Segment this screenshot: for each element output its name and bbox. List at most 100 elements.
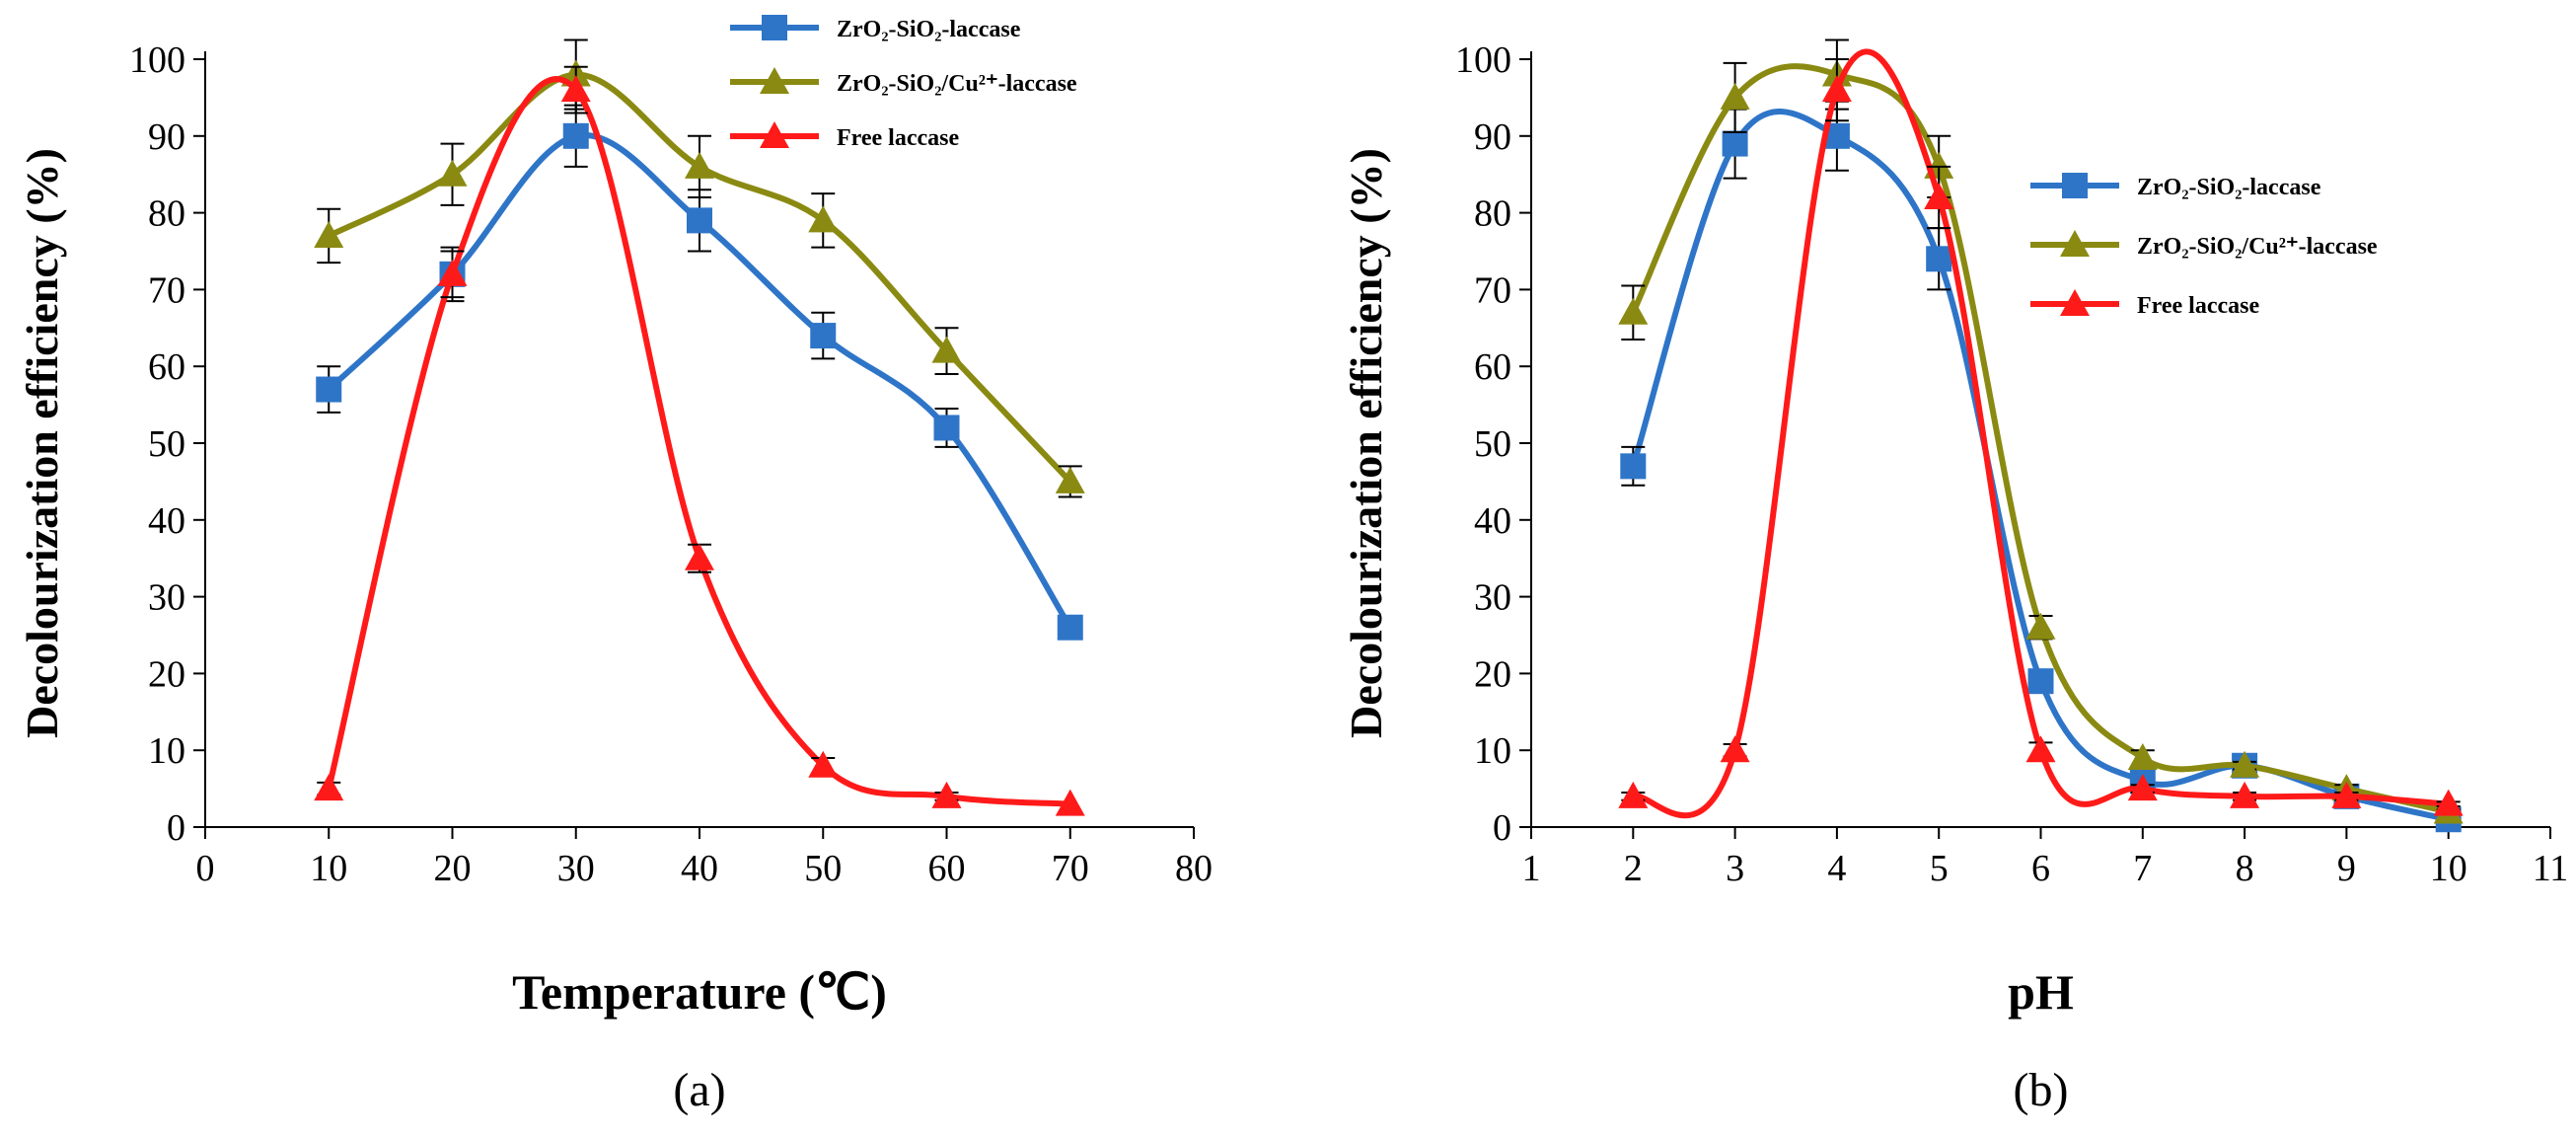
series-line (1630, 48, 2452, 819)
y-tick-label: 60 (1474, 346, 1511, 388)
data-point (931, 781, 962, 808)
x-tick-label: 8 (2236, 848, 2254, 889)
y-tick-label: 20 (148, 653, 185, 695)
x-tick-label: 1 (1522, 848, 1541, 889)
legend-marker (762, 15, 787, 40)
x-tick-label: 2 (1624, 848, 1643, 889)
legend-marker (760, 67, 789, 94)
legend-marker (2060, 230, 2090, 257)
data-point (2230, 750, 2260, 778)
data-point (2027, 668, 2054, 695)
data-point (560, 75, 591, 103)
x-tick-label: 4 (1827, 848, 1846, 889)
y-tick-label: 10 (148, 730, 185, 772)
x-tick-label: 0 (196, 848, 215, 889)
y-tick-label: 90 (1474, 116, 1511, 158)
y-tick-label: 40 (148, 500, 185, 542)
y-axis-label: Decolourization efficiency (%) (1341, 148, 1391, 738)
data-point (1618, 297, 1649, 325)
data-point (685, 543, 714, 570)
data-point (2127, 742, 2158, 770)
data-point (808, 750, 839, 778)
data-point (1618, 781, 1649, 808)
data-point (2433, 789, 2464, 816)
data-point (2025, 735, 2056, 763)
chart-panel-a: 0 10 20 30 40 50 60 70 80 90 100 0 10 20 30 40 50 60 70 80 D… (17, 15, 1213, 1116)
y-tick-label: 100 (129, 39, 185, 81)
legend-label: Free laccase (837, 125, 959, 151)
y-tick-label: 70 (148, 269, 185, 311)
panel-label: (a) (673, 1064, 725, 1116)
x-tick-label: 50 (804, 848, 842, 889)
x-axis-label: Temperature (℃) (512, 964, 887, 1020)
y-axis-label: Decolourization efficiency (%) (17, 148, 67, 738)
y-tick-label: 80 (1474, 193, 1511, 235)
data-point (685, 151, 714, 179)
data-point (437, 259, 468, 286)
data-point (808, 205, 839, 233)
data-point (1821, 75, 1852, 103)
series-0 (316, 104, 1083, 641)
data-point (314, 774, 344, 801)
data-point (1057, 614, 1083, 641)
data-point (316, 376, 342, 403)
x-tick-label: 10 (310, 848, 347, 889)
x-tick-label: 30 (557, 848, 595, 889)
y-tick-label: 0 (167, 807, 185, 849)
legend: ZrO₂-SiO₂-laccase ZrO₂-SiO₂/Cu²⁺-laccase F… (2030, 173, 2378, 319)
data-point (1055, 789, 1085, 816)
x-tick-label: 5 (1930, 848, 1949, 889)
data-point (562, 122, 589, 149)
data-point (314, 220, 344, 248)
legend-label: ZrO₂-SiO₂-laccase (837, 17, 1021, 42)
data-point (931, 336, 962, 363)
x-tick-label: 60 (928, 848, 966, 889)
x-axis-label: pH (2008, 964, 2074, 1020)
y-tick-label: 30 (148, 577, 185, 619)
panel-label: (b) (2014, 1064, 2069, 1116)
series-line (1630, 109, 2452, 823)
series-2 (1618, 48, 2464, 819)
y-tick-label: 20 (1474, 653, 1511, 695)
series-line (326, 76, 1073, 807)
y-tick-label: 10 (1474, 730, 1511, 772)
y-tick-label: 50 (148, 423, 185, 465)
y-tick-label: 60 (148, 346, 185, 388)
data-point (1720, 735, 1750, 763)
x-tick-label: 11 (2533, 848, 2569, 889)
x-tick-label: 40 (681, 848, 718, 889)
series-2 (314, 65, 1085, 816)
legend-marker (760, 121, 789, 148)
legend-label: Free laccase (2137, 293, 2259, 319)
series-1 (314, 38, 1085, 498)
data-point (1924, 183, 1954, 210)
x-tick-label: 3 (1726, 848, 1744, 889)
x-tick-label: 7 (2133, 848, 2152, 889)
y-tick-label: 90 (148, 116, 185, 158)
legend-label: ZrO₂-SiO₂-laccase (2137, 175, 2321, 200)
data-point (1722, 130, 1748, 157)
data-point (2230, 781, 2260, 808)
data-point (933, 415, 960, 441)
legend: ZrO₂-SiO₂-laccase ZrO₂-SiO₂/Cu²⁺-laccase F… (730, 15, 1077, 151)
data-point (437, 159, 468, 187)
y-tick-label: 0 (1493, 807, 1511, 849)
data-point (1620, 453, 1647, 480)
legend-marker (2062, 173, 2088, 198)
data-point (2025, 612, 2056, 640)
series-0 (1620, 100, 2462, 833)
y-tick-label: 30 (1474, 577, 1511, 619)
data-point (1055, 466, 1085, 493)
x-tick-label: 80 (1175, 848, 1213, 889)
y-tick-label: 80 (148, 193, 185, 235)
x-tick-label: 70 (1052, 848, 1089, 889)
y-tick-label: 70 (1474, 269, 1511, 311)
y-tick-label: 100 (1455, 39, 1511, 81)
series-line (1630, 63, 2452, 815)
x-tick-label: 6 (2031, 848, 2050, 889)
x-tick-label: 9 (2337, 848, 2356, 889)
legend-label: ZrO₂-SiO₂/Cu²⁺-laccase (2137, 234, 2378, 260)
chart-panel-b: 0 10 20 30 40 50 60 70 80 90 100 1 2 3 4 5 6 7 8 9 10 11 Decol… (1341, 38, 2569, 1116)
data-point (2331, 781, 2362, 808)
